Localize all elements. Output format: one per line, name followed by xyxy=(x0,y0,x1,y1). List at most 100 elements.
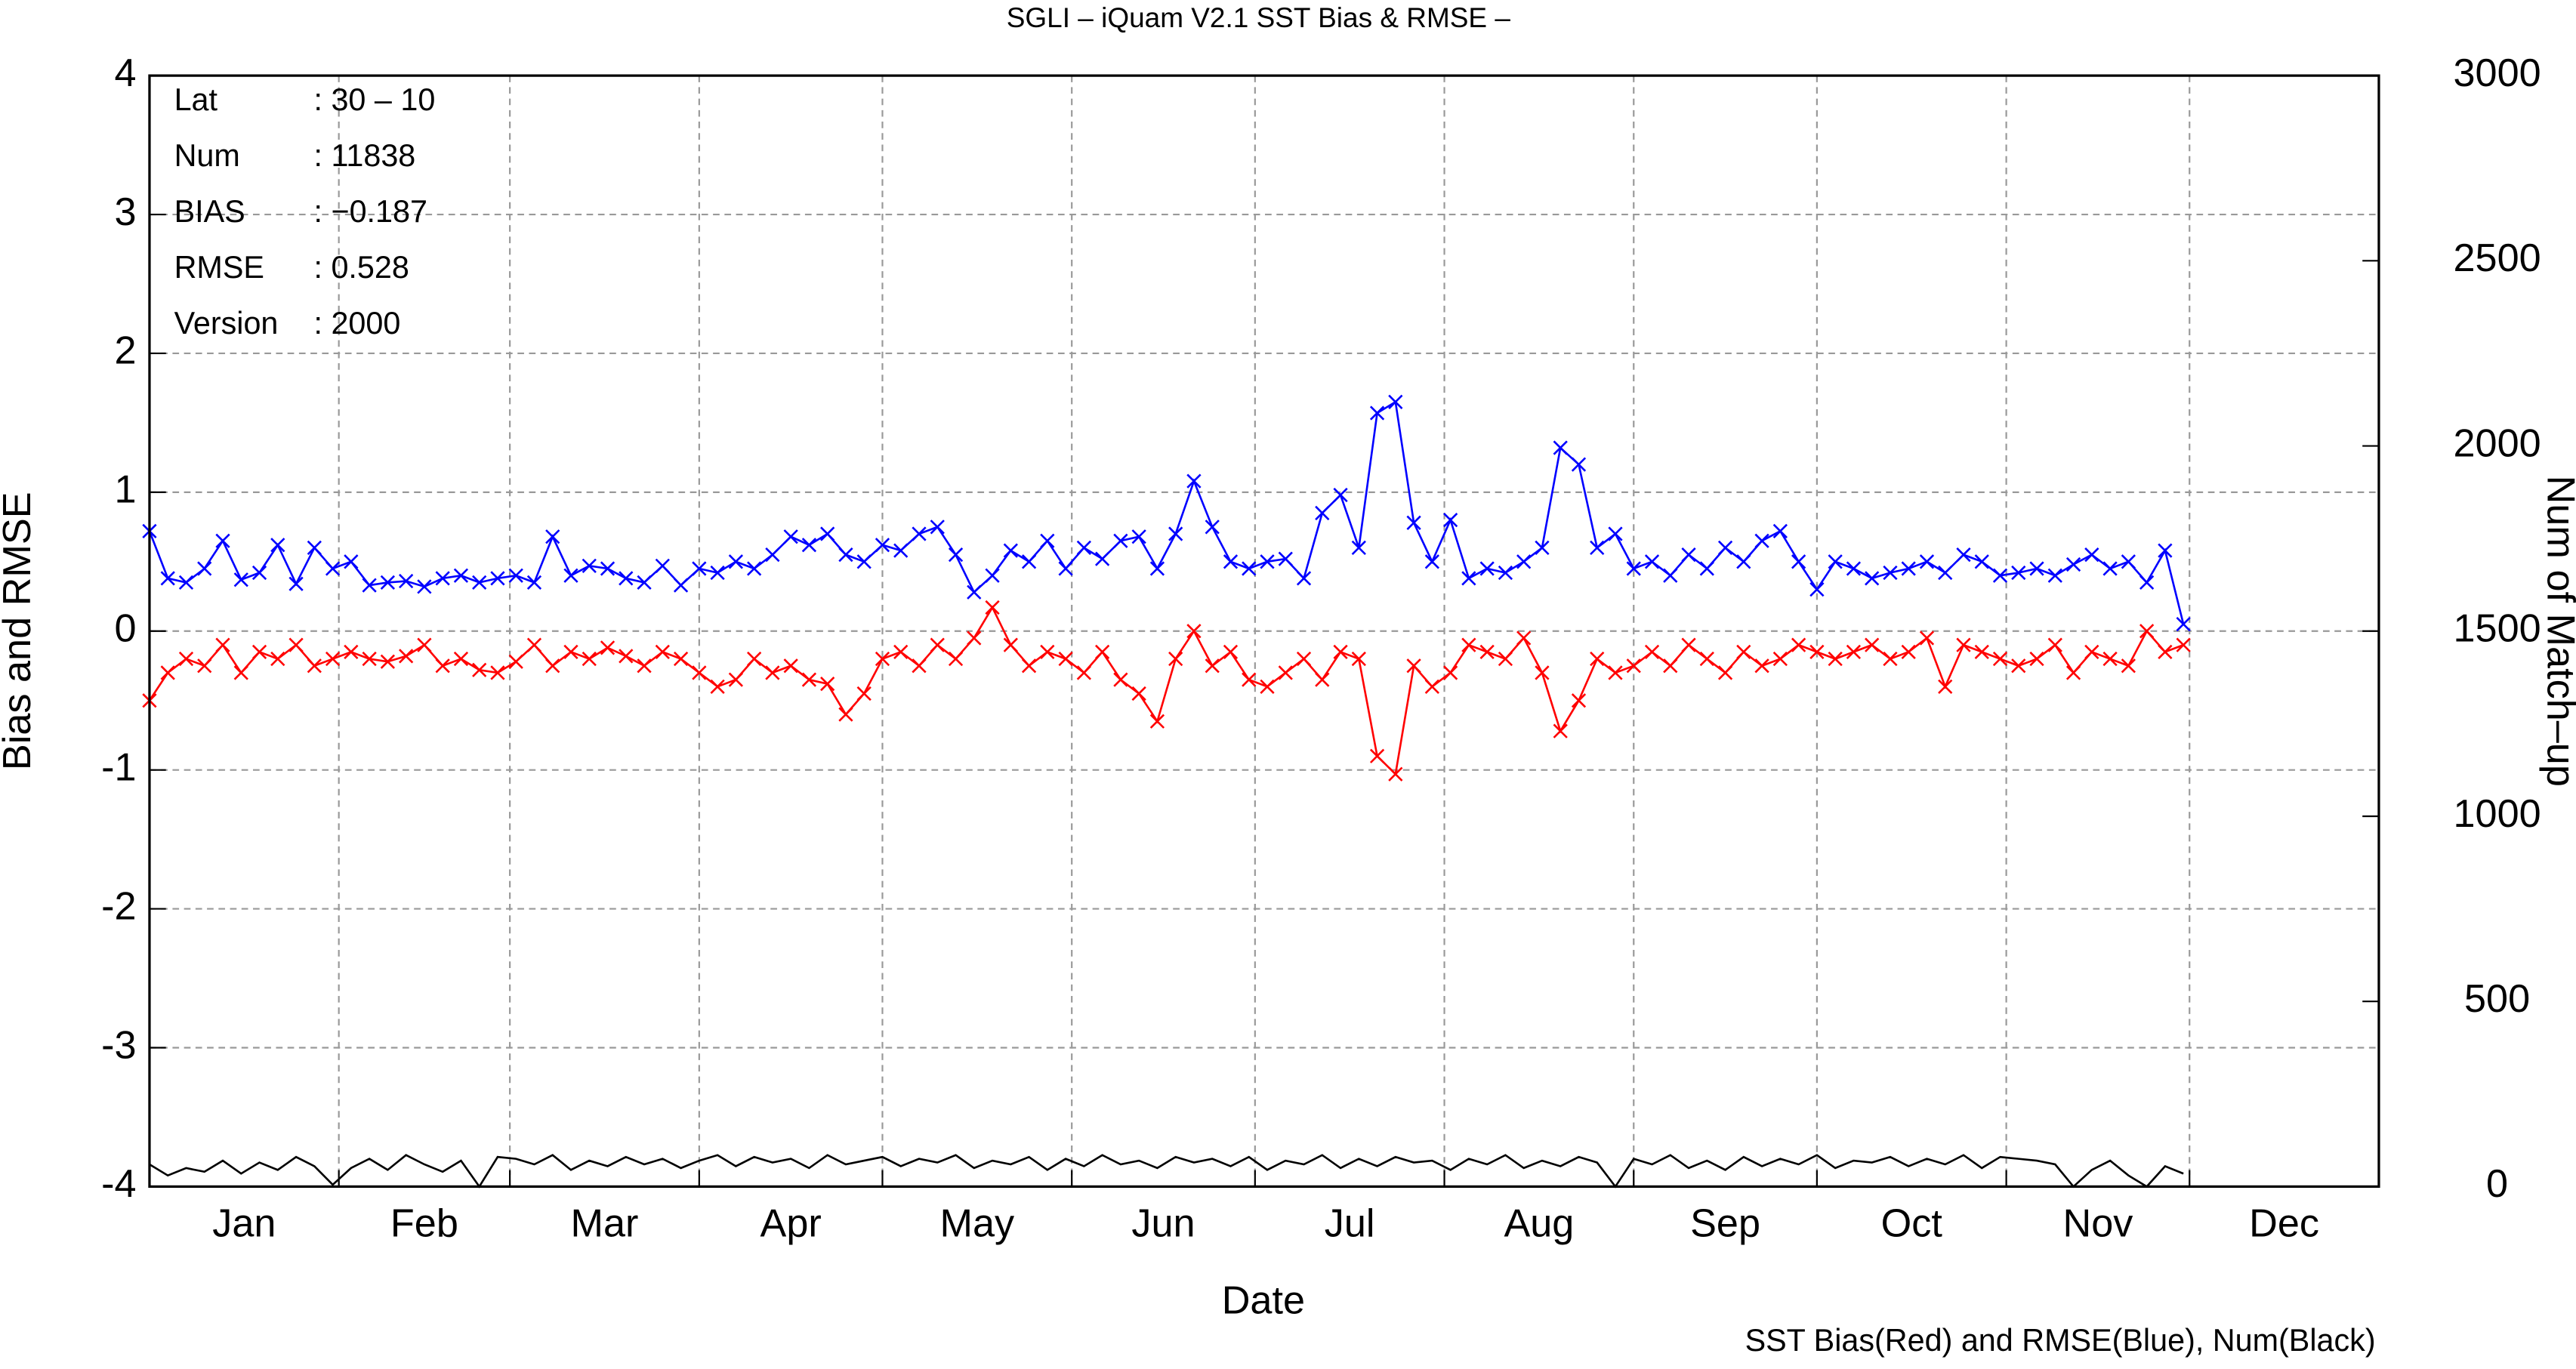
marker xyxy=(710,679,725,694)
marker xyxy=(655,644,670,659)
marker xyxy=(233,572,248,587)
info-value: : 0.528 xyxy=(313,250,409,285)
marker xyxy=(1205,658,1220,674)
marker xyxy=(2084,547,2099,563)
marker xyxy=(1663,568,1678,583)
x-tick-label: Jul xyxy=(1325,1201,1375,1245)
marker xyxy=(1498,651,1513,667)
marker xyxy=(600,561,615,576)
marker xyxy=(2065,557,2081,572)
x-tick-label: Mar xyxy=(571,1201,639,1245)
y-tick-label: -3 xyxy=(101,1023,136,1067)
marker xyxy=(1131,529,1146,544)
marker xyxy=(1040,533,1055,548)
marker xyxy=(1901,644,1916,659)
marker xyxy=(1956,637,1971,652)
marker xyxy=(344,554,359,569)
marker xyxy=(472,662,487,677)
marker xyxy=(2139,575,2155,590)
marker xyxy=(563,568,578,583)
marker xyxy=(1388,394,1403,409)
marker xyxy=(1479,561,1495,576)
marker xyxy=(1443,513,1458,528)
y2-tick-label: 1000 xyxy=(2454,792,2541,836)
marker xyxy=(197,658,212,674)
marker xyxy=(875,651,890,667)
y-tick-label: -4 xyxy=(101,1162,136,1206)
marker xyxy=(1406,658,1421,674)
x-axis-label: Date xyxy=(1222,1279,1305,1323)
info-value: : 11838 xyxy=(313,138,415,173)
marker xyxy=(508,654,523,669)
chart-title: SGLI – iQuam V2.1 SST Bias & RMSE – xyxy=(1007,2,1511,33)
marker xyxy=(1260,679,1275,694)
marker xyxy=(1296,571,1312,586)
marker xyxy=(1772,523,1788,538)
marker xyxy=(288,637,304,652)
marker xyxy=(1516,554,1532,569)
marker xyxy=(215,637,230,652)
marker xyxy=(1186,473,1202,489)
marker xyxy=(1992,568,2008,583)
marker xyxy=(2047,568,2062,583)
info-label: Lat xyxy=(174,82,218,117)
marker xyxy=(1149,561,1165,576)
marker xyxy=(233,665,248,680)
x-tick-label: Jun xyxy=(1131,1201,1195,1245)
marker xyxy=(1809,644,1825,659)
marker xyxy=(1809,581,1825,597)
marker xyxy=(1516,631,1532,646)
marker xyxy=(1974,644,1989,659)
marker xyxy=(1590,651,1605,667)
marker xyxy=(985,568,1000,583)
info-value: : −0.187 xyxy=(313,194,427,229)
marker xyxy=(1479,644,1495,659)
marker xyxy=(1076,540,1091,556)
marker xyxy=(1021,554,1037,569)
marker xyxy=(1571,457,1587,472)
marker xyxy=(1186,624,1202,639)
marker xyxy=(747,651,762,667)
x-tick-label: Feb xyxy=(390,1201,458,1245)
marker xyxy=(435,571,450,586)
marker xyxy=(930,520,945,535)
marker xyxy=(160,665,175,680)
marker xyxy=(1736,554,1751,569)
marker xyxy=(1168,651,1183,667)
y-tick-label: -1 xyxy=(101,745,136,789)
marker xyxy=(2065,665,2081,680)
marker xyxy=(838,707,853,722)
marker xyxy=(1754,533,1769,548)
y-tick-label: 3 xyxy=(115,190,137,234)
marker xyxy=(948,547,964,563)
marker xyxy=(2102,651,2118,667)
marker xyxy=(490,665,505,680)
marker xyxy=(1278,665,1293,680)
marker xyxy=(2011,658,2026,674)
marker xyxy=(765,547,780,563)
marker xyxy=(1571,693,1587,708)
marker xyxy=(783,529,798,544)
marker xyxy=(1791,554,1806,569)
marker xyxy=(508,568,523,583)
marker xyxy=(673,651,689,667)
marker xyxy=(637,575,652,590)
footnote: SST Bias(Red) and RMSE(Blue), Num(Black) xyxy=(1745,1323,2376,1358)
marker xyxy=(325,561,341,576)
info-label: Num xyxy=(174,138,240,173)
marker xyxy=(2102,561,2118,576)
marker xyxy=(600,640,615,655)
y2-tick-label: 2000 xyxy=(2454,421,2541,465)
marker xyxy=(1406,515,1421,530)
marker xyxy=(472,575,487,590)
marker xyxy=(1535,540,1550,556)
marker xyxy=(1681,637,1696,652)
marker xyxy=(1260,554,1275,569)
marker xyxy=(783,658,798,674)
marker xyxy=(325,651,341,667)
x-tick-label: Aug xyxy=(1504,1201,1574,1245)
marker xyxy=(1223,554,1239,569)
info-value: : 2000 xyxy=(313,306,400,341)
marker xyxy=(490,571,505,586)
